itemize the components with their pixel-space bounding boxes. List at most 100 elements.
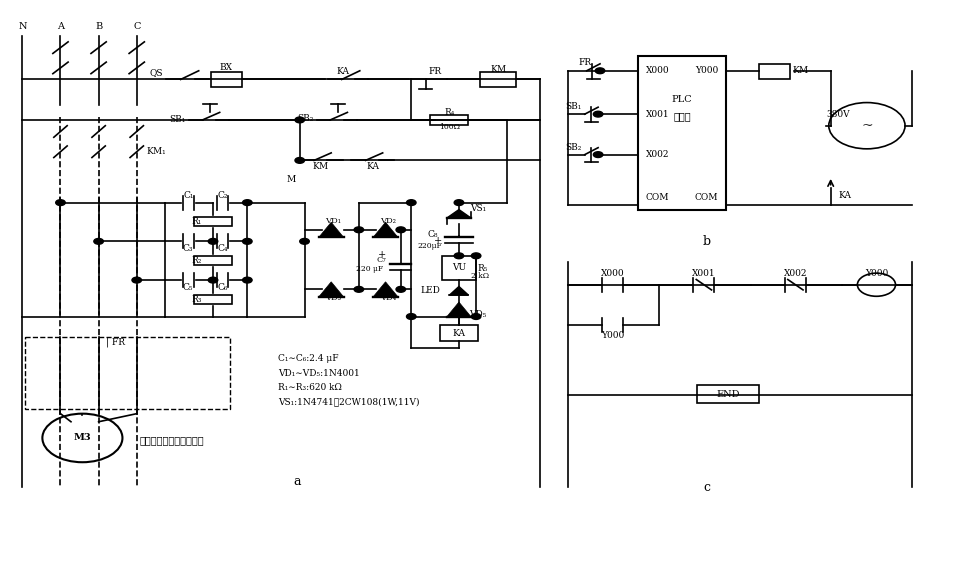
Text: KM₁: KM₁ bbox=[146, 147, 166, 156]
Text: M: M bbox=[287, 175, 296, 184]
Text: COM: COM bbox=[645, 193, 669, 203]
Bar bbox=[639, 56, 726, 210]
Text: KM: KM bbox=[313, 162, 329, 171]
Bar bbox=[440, 325, 478, 342]
Text: C₄: C₄ bbox=[217, 245, 228, 253]
Circle shape bbox=[396, 227, 405, 232]
Circle shape bbox=[55, 200, 65, 206]
Bar bbox=[697, 385, 759, 403]
Circle shape bbox=[454, 200, 464, 206]
Text: X002: X002 bbox=[645, 150, 669, 159]
Circle shape bbox=[406, 314, 416, 320]
Text: X001: X001 bbox=[692, 268, 716, 278]
Text: KA: KA bbox=[452, 329, 466, 338]
Text: VD₃: VD₃ bbox=[325, 294, 341, 302]
Text: KM: KM bbox=[490, 65, 506, 74]
Text: R₃: R₃ bbox=[191, 295, 202, 304]
Bar bbox=[211, 72, 242, 87]
Text: B: B bbox=[95, 22, 102, 31]
Circle shape bbox=[596, 68, 605, 74]
Text: SB₁: SB₁ bbox=[565, 102, 581, 111]
Text: PLC: PLC bbox=[672, 95, 692, 104]
Polygon shape bbox=[446, 210, 471, 218]
Text: VD₂: VD₂ bbox=[380, 217, 396, 225]
Circle shape bbox=[354, 286, 363, 292]
Circle shape bbox=[396, 286, 405, 292]
Text: +: + bbox=[379, 250, 386, 259]
Text: 220 μF: 220 μF bbox=[356, 264, 382, 272]
Text: VS₁:1N4741或2CW108(1W,11V): VS₁:1N4741或2CW108(1W,11V) bbox=[278, 397, 420, 407]
Text: C₃: C₃ bbox=[183, 245, 193, 253]
Circle shape bbox=[354, 227, 363, 232]
Polygon shape bbox=[318, 223, 343, 237]
Text: Y000: Y000 bbox=[865, 268, 888, 278]
Text: c: c bbox=[704, 480, 710, 494]
Text: R₁: R₁ bbox=[191, 217, 202, 226]
Text: X000: X000 bbox=[645, 66, 669, 76]
Circle shape bbox=[300, 238, 310, 244]
Polygon shape bbox=[318, 282, 343, 297]
Text: | FR: | FR bbox=[106, 338, 125, 347]
Circle shape bbox=[243, 200, 252, 206]
Text: Y000: Y000 bbox=[695, 66, 718, 76]
Bar bbox=[194, 217, 232, 227]
Text: Y000: Y000 bbox=[600, 331, 624, 340]
Text: C₁∼C₆:2.4 μF: C₁∼C₆:2.4 μF bbox=[278, 354, 338, 363]
Text: VD₅: VD₅ bbox=[469, 310, 487, 320]
Text: VU: VU bbox=[452, 263, 466, 272]
Text: QS: QS bbox=[150, 69, 163, 78]
Text: C₂: C₂ bbox=[217, 191, 228, 200]
Text: +: + bbox=[433, 236, 442, 245]
Text: R₅: R₅ bbox=[478, 264, 488, 273]
Text: 2 kΩ: 2 kΩ bbox=[471, 272, 489, 280]
Text: 接线图: 接线图 bbox=[673, 113, 691, 121]
Text: SB₁: SB₁ bbox=[169, 116, 185, 124]
Text: a: a bbox=[293, 475, 300, 488]
Circle shape bbox=[132, 277, 141, 283]
Text: VS₁: VS₁ bbox=[470, 204, 486, 213]
Circle shape bbox=[471, 253, 481, 259]
Bar bbox=[480, 72, 516, 87]
Text: b: b bbox=[703, 235, 711, 248]
Bar bbox=[430, 115, 468, 124]
Text: 三相电动机或进口压缩机: 三相电动机或进口压缩机 bbox=[140, 436, 205, 446]
Circle shape bbox=[208, 277, 218, 283]
Text: ~: ~ bbox=[861, 119, 873, 132]
Text: C: C bbox=[133, 22, 141, 31]
Text: 380V: 380V bbox=[827, 110, 850, 119]
Polygon shape bbox=[373, 282, 398, 297]
Circle shape bbox=[295, 117, 305, 123]
Text: A: A bbox=[57, 22, 64, 31]
Text: BX: BX bbox=[220, 63, 233, 73]
Text: C₆: C₆ bbox=[217, 283, 228, 292]
Text: X000: X000 bbox=[600, 268, 624, 278]
Text: SB₂: SB₂ bbox=[565, 142, 581, 152]
Text: COM: COM bbox=[695, 193, 718, 203]
Circle shape bbox=[594, 152, 603, 157]
Text: KM: KM bbox=[793, 66, 809, 76]
Polygon shape bbox=[449, 286, 468, 295]
Text: X002: X002 bbox=[784, 268, 807, 278]
Text: SB₂: SB₂ bbox=[297, 114, 314, 123]
Text: C₈: C₈ bbox=[427, 230, 438, 239]
Bar bbox=[759, 64, 790, 79]
Text: R₁∼R₃:620 kΩ: R₁∼R₃:620 kΩ bbox=[278, 383, 341, 392]
Text: VD₁: VD₁ bbox=[325, 217, 341, 225]
Circle shape bbox=[594, 111, 603, 117]
Circle shape bbox=[406, 200, 416, 206]
Text: R₄: R₄ bbox=[445, 109, 455, 117]
Text: C₇: C₇ bbox=[377, 256, 386, 264]
Circle shape bbox=[471, 314, 481, 320]
Circle shape bbox=[295, 157, 305, 163]
Text: FR: FR bbox=[428, 67, 442, 77]
Bar bbox=[194, 256, 232, 265]
Text: C₁: C₁ bbox=[183, 191, 193, 200]
Text: 100Ω: 100Ω bbox=[439, 123, 460, 131]
Text: N: N bbox=[18, 22, 27, 31]
Text: C₅: C₅ bbox=[183, 283, 193, 292]
Text: KA: KA bbox=[838, 191, 852, 200]
Text: X001: X001 bbox=[645, 110, 669, 119]
Text: VD₄: VD₄ bbox=[380, 294, 396, 302]
Text: KA: KA bbox=[367, 162, 380, 171]
Circle shape bbox=[94, 238, 103, 244]
